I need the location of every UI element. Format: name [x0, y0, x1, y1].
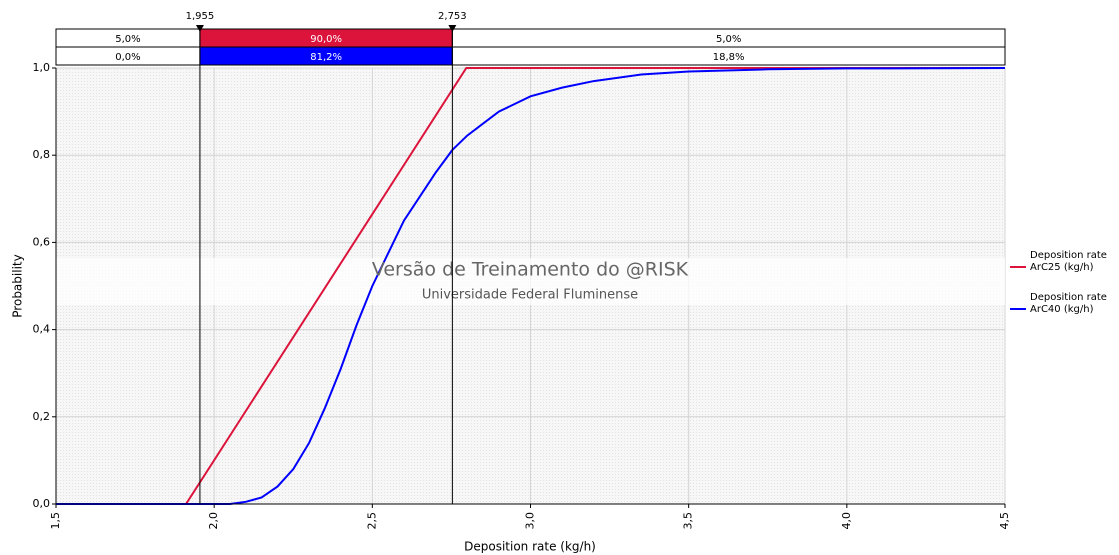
x-tick-label: 2,0: [207, 512, 220, 530]
delimiter-marker: [195, 25, 204, 32]
y-tick-label: 0,4: [33, 323, 51, 336]
watermark-title: Versão de Treinamento do @RISK: [372, 259, 689, 281]
x-tick-label: 3,5: [682, 512, 695, 530]
x-tick-label: 4,5: [998, 512, 1011, 530]
delimiter-label: 1,955: [186, 11, 215, 22]
legend-label: Deposition rate ArC25 (kg/h): [1030, 250, 1107, 273]
x-axis-label: Deposition rate (kg/h): [464, 540, 596, 554]
delimiter-marker: [448, 25, 457, 32]
y-tick-label: 1,0: [33, 61, 51, 74]
x-tick-label: 4,0: [840, 512, 853, 530]
band-label: 5,0%: [716, 34, 741, 45]
y-tick-label: 0,2: [33, 410, 51, 423]
x-tick-label: 2,5: [365, 512, 378, 530]
x-tick-label: 1,5: [49, 512, 62, 530]
band-label: 18,8%: [713, 52, 745, 63]
watermark-band: [56, 258, 1005, 305]
y-axis-label: Probability: [11, 254, 25, 317]
y-tick-label: 0,8: [33, 148, 51, 161]
x-tick-label: 3,0: [524, 512, 537, 530]
band-label: 5,0%: [115, 34, 140, 45]
y-tick-label: 0,0: [33, 497, 51, 510]
delimiter-label: 2,753: [438, 11, 467, 22]
watermark-subtitle: Universidade Federal Fluminense: [422, 288, 638, 303]
band-label: 0,0%: [115, 52, 140, 63]
series-line: [56, 67, 1006, 505]
legend-label: Deposition rate ArC40 (kg/h): [1030, 292, 1107, 315]
band-label: 81,2%: [310, 52, 342, 63]
band-label: 90,0%: [310, 34, 342, 45]
y-tick-label: 0,6: [33, 235, 51, 248]
